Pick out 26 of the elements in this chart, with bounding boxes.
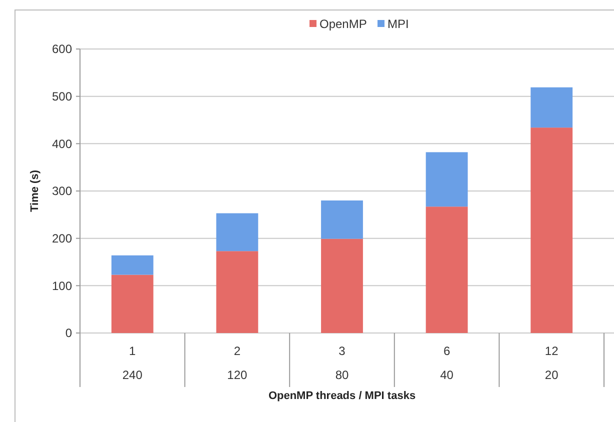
bar [321,238,363,333]
bar [111,274,154,333]
x-tick-label: 3 80 [335,344,349,382]
y-tick-label: 500 [52,90,72,104]
x-tick-label: 2 120 [227,344,248,382]
y-tick-label: 200 [52,232,72,246]
y-tick-label: 0 [65,326,72,340]
bar [111,255,154,275]
x-tick-label: 6 40 [440,344,454,382]
bar [216,213,258,252]
legend-label: MPI [388,17,409,31]
x-tick-label: 1 240 [122,344,143,382]
y-axis-title: Time (s) [29,170,41,212]
y-tick-label: 600 [52,42,72,56]
y-tick-label: 300 [52,184,72,198]
x-tick-label: 12 20 [544,344,559,382]
bar [321,200,363,239]
bar [530,128,573,333]
bar [426,206,468,333]
bar [426,152,468,207]
x-axis-title: OpenMP threads / MPI tasks [268,390,416,402]
bar [530,87,573,128]
y-tick-label: 400 [52,136,72,151]
legend-label: OpenMP [320,17,367,31]
y-tick-label: 100 [52,278,72,293]
bar [216,251,258,333]
